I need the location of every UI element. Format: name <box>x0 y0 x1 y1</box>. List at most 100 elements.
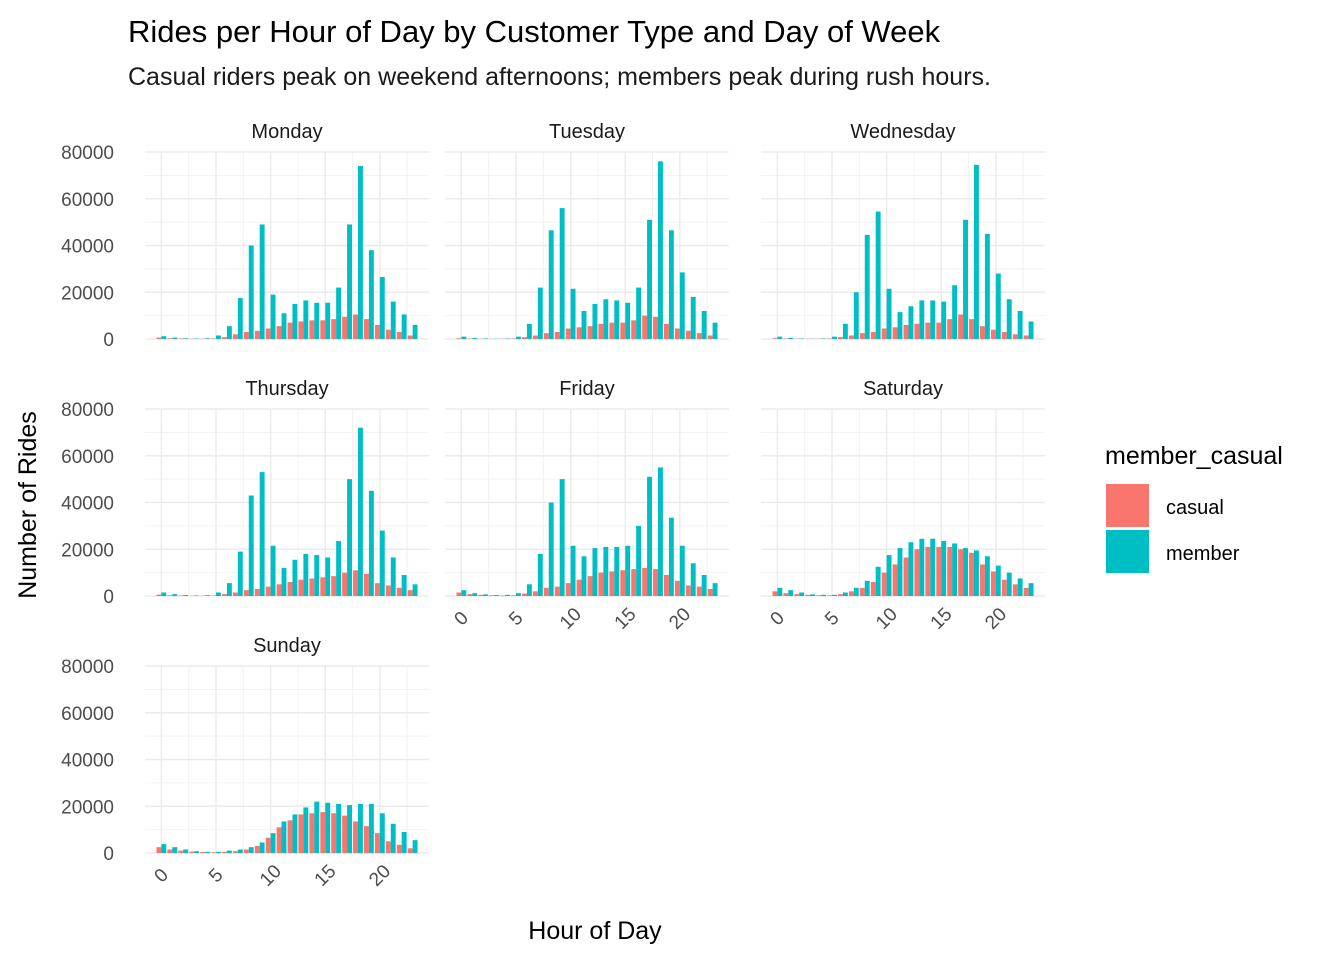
bar-casual <box>222 851 227 853</box>
bar-member <box>810 594 816 596</box>
bar-casual <box>990 571 996 596</box>
bar-member <box>516 336 521 339</box>
bar-member <box>270 294 276 339</box>
bar-member <box>314 555 320 596</box>
bar-member <box>303 553 309 596</box>
bar-member <box>461 590 467 596</box>
bar-casual <box>156 337 162 339</box>
y-tick-label: 80000 <box>61 400 114 421</box>
bar-member <box>336 287 342 339</box>
facet-panel-wednesday: Wednesday <box>761 121 1045 340</box>
bar-member <box>347 479 352 596</box>
bar-casual <box>772 591 778 596</box>
legend-title: member_casual <box>1105 442 1283 470</box>
legend-label-member: member <box>1166 543 1240 565</box>
bar-member <box>216 335 221 339</box>
bar-member <box>303 300 309 339</box>
chart-title: Rides per Hour of Day by Customer Type a… <box>128 14 941 49</box>
bar-casual <box>522 593 527 596</box>
facet-label: Thursday <box>245 378 328 400</box>
bar-casual <box>167 595 173 596</box>
bar-member <box>292 814 298 853</box>
bar-casual <box>1023 587 1029 596</box>
bar-casual <box>222 337 227 339</box>
bar-member <box>952 543 958 596</box>
bar-member <box>516 593 521 596</box>
bar-member <box>777 587 783 596</box>
bar-casual <box>374 324 380 339</box>
bar-member <box>592 548 598 596</box>
x-tick-label: 10 <box>256 861 286 891</box>
legend-key-member <box>1106 530 1149 573</box>
facet-panel-tuesday: Tuesday <box>445 121 729 340</box>
bar-casual <box>587 326 593 339</box>
bar-casual <box>167 849 173 853</box>
bar-member <box>701 574 707 596</box>
bar-member <box>336 541 342 596</box>
bar-casual <box>587 576 593 596</box>
bar-casual <box>827 595 832 596</box>
y-tick-label: 20000 <box>61 283 114 304</box>
bar-casual <box>276 326 282 339</box>
bar-casual <box>156 847 162 853</box>
bar-member <box>875 566 881 596</box>
bar-casual <box>243 849 249 853</box>
bar-member <box>1028 583 1034 596</box>
facet-label: Friday <box>559 378 615 400</box>
bar-member <box>216 851 221 853</box>
bar-casual <box>914 549 920 596</box>
bar-casual <box>232 851 238 853</box>
bar-member <box>614 300 620 339</box>
bar-member <box>161 844 167 853</box>
bar-casual <box>532 591 538 596</box>
bar-member <box>226 583 232 596</box>
bar-member <box>984 556 990 596</box>
bar-casual <box>407 590 413 596</box>
bar-casual <box>232 334 238 339</box>
bar-casual <box>364 573 369 596</box>
bar-casual <box>958 549 964 596</box>
bar-casual <box>342 572 348 596</box>
bar-casual <box>980 326 985 339</box>
bar-member <box>963 548 968 596</box>
bar-member <box>237 298 243 339</box>
bar-member <box>1028 321 1034 339</box>
bar-casual <box>265 328 271 339</box>
bar-member <box>559 208 565 339</box>
bar-member <box>379 277 385 339</box>
bar-casual <box>364 826 369 853</box>
bar-casual <box>396 331 402 339</box>
bar-casual <box>287 581 293 596</box>
bar-member <box>647 476 652 596</box>
bar-casual <box>838 337 843 339</box>
bar-casual <box>707 335 713 339</box>
chart-subtitle: Casual riders peak on weekend afternoons… <box>128 63 991 91</box>
bar-casual <box>353 570 358 596</box>
bar-member <box>668 230 674 339</box>
bar-member <box>390 557 396 596</box>
bar-casual <box>642 315 648 339</box>
bar-member <box>314 302 320 339</box>
bar-member <box>401 574 407 596</box>
bar-casual <box>374 833 380 853</box>
bar-casual <box>794 594 800 596</box>
x-tick-label: 0 <box>767 608 789 630</box>
bar-member <box>788 590 794 596</box>
bar-member <box>270 545 276 596</box>
bar-casual <box>276 827 282 853</box>
y-tick-label: 40000 <box>61 751 114 772</box>
y-tick-label: 80000 <box>61 657 114 678</box>
y-axis-title: Number of Rides <box>14 411 42 599</box>
bar-casual <box>805 594 811 596</box>
bar-casual <box>254 330 260 339</box>
bar-member <box>401 314 407 339</box>
bar-casual <box>276 584 282 596</box>
bar-member <box>853 292 859 339</box>
bar-casual <box>374 583 380 596</box>
bar-member <box>281 567 287 596</box>
bar-casual <box>1012 584 1018 596</box>
bar-casual <box>265 837 271 853</box>
bar-member <box>668 517 674 596</box>
bar-casual <box>990 329 996 339</box>
y-tick-label: 60000 <box>61 447 114 468</box>
